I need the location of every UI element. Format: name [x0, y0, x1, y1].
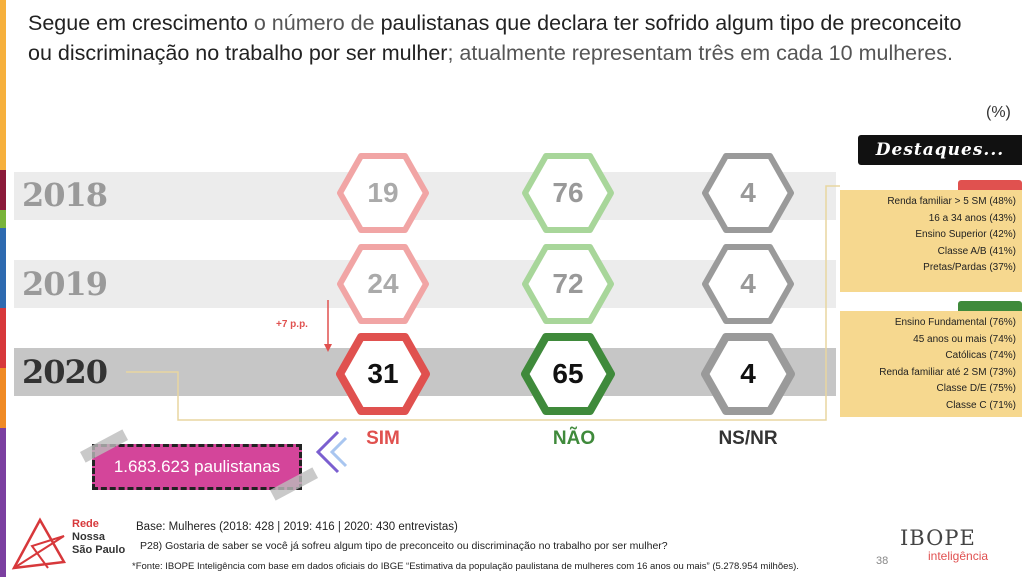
column-label-nsnr: NS/NR: [718, 428, 778, 449]
callout-chevron-icon: [315, 430, 348, 474]
hex-sim-2019: 24: [335, 242, 431, 326]
hex-value: 76: [552, 177, 584, 208]
hex-nao-2020: 65: [520, 332, 616, 416]
footer-source: *Fonte: IBOPE Inteligência com base em d…: [132, 561, 799, 572]
highlight-sim-item: Ensino Superior (42%): [915, 229, 1016, 240]
highlight-sim-item: 16 a 34 anos (43%): [928, 212, 1016, 224]
footer-question: P28) Gostaria de saber se você já sofreu…: [140, 540, 668, 552]
highlight-nao-item: Classe D/E (75%): [936, 383, 1016, 394]
highlight-nao-item: Católicas (74%): [945, 350, 1016, 361]
hex-nsnr-2019: 4: [700, 242, 796, 326]
hex-value: 4: [740, 177, 756, 208]
highlight-nao-item: 45 anos ou mais (74%): [913, 333, 1016, 345]
hex-value: 31: [367, 358, 399, 389]
highlight-nao-item: Renda familiar até 2 SM (73%): [879, 366, 1016, 378]
hex-sim-2018: 19: [335, 151, 431, 235]
ibope-logo-subtitle: inteligência: [928, 549, 989, 563]
rede-logo-text: Rede Nossa São Paulo: [72, 518, 126, 556]
unit-label: (%): [986, 104, 1011, 121]
hex-nao-2019: 72: [520, 242, 616, 326]
hex-value: 4: [740, 268, 756, 299]
footer-base: Base: Mulheres (2018: 428 | 2019: 416 | …: [136, 521, 458, 533]
panel-sim-header: [958, 180, 1022, 190]
hex-value: 72: [552, 268, 584, 299]
column-label-nao: NÃO: [552, 428, 596, 449]
accent-stripe-orange: [0, 0, 6, 170]
highlights-nao-panel: Ensino Fundamental (76%) 45 anos ou mais…: [840, 311, 1022, 417]
year-label-2020: 2020: [22, 353, 108, 391]
accent-stripe-blue: [0, 228, 6, 308]
accent-stripe-red: [0, 308, 6, 368]
highlight-sim-item: Classe A/B (41%): [937, 245, 1016, 257]
page-number: 38: [876, 555, 889, 567]
page-title: Segue em crescimento o número de paulist…: [28, 11, 962, 65]
destaques-label: Destaques...: [858, 135, 1022, 165]
hex-nao-2018: 76: [520, 151, 616, 235]
ibope-logo: IBOPE: [900, 526, 976, 550]
year-label-2018: 2018: [22, 176, 108, 214]
delta-label: +7 p.p.: [276, 319, 308, 330]
highlight-nao-item: Ensino Fundamental (76%): [894, 317, 1016, 328]
highlight-sim-item: Pretas/Pardas (37%): [923, 262, 1016, 273]
accent-stripe-purple: [0, 428, 6, 577]
hex-value: 65: [552, 358, 584, 389]
year-label-2019: 2019: [22, 265, 108, 303]
hex-value: 24: [367, 268, 399, 299]
accent-stripe-orange-2: [0, 368, 6, 428]
accent-stripe-green: [0, 210, 6, 228]
hex-nsnr-2020: 4: [700, 332, 796, 416]
highlights-sim-panel: Renda familiar > 5 SM (48%) 16 a 34 anos…: [840, 190, 1022, 292]
hex-value: 19: [367, 177, 399, 208]
hex-sim-2020: 31: [335, 332, 431, 416]
panel-nao-header: [958, 301, 1022, 311]
accent-stripe-maroon: [0, 170, 6, 210]
highlight-sim-item: Renda familiar > 5 SM (48%): [887, 196, 1016, 207]
column-label-sim: SIM: [366, 428, 400, 449]
highlight-nao-item: Classe C (71%): [945, 399, 1016, 411]
hex-value: 4: [740, 358, 756, 389]
rede-nossa-sao-paulo-logo-icon: [11, 517, 67, 570]
hex-nsnr-2018: 4: [700, 151, 796, 235]
population-callout: 1.683.623 paulistanas: [92, 444, 302, 490]
